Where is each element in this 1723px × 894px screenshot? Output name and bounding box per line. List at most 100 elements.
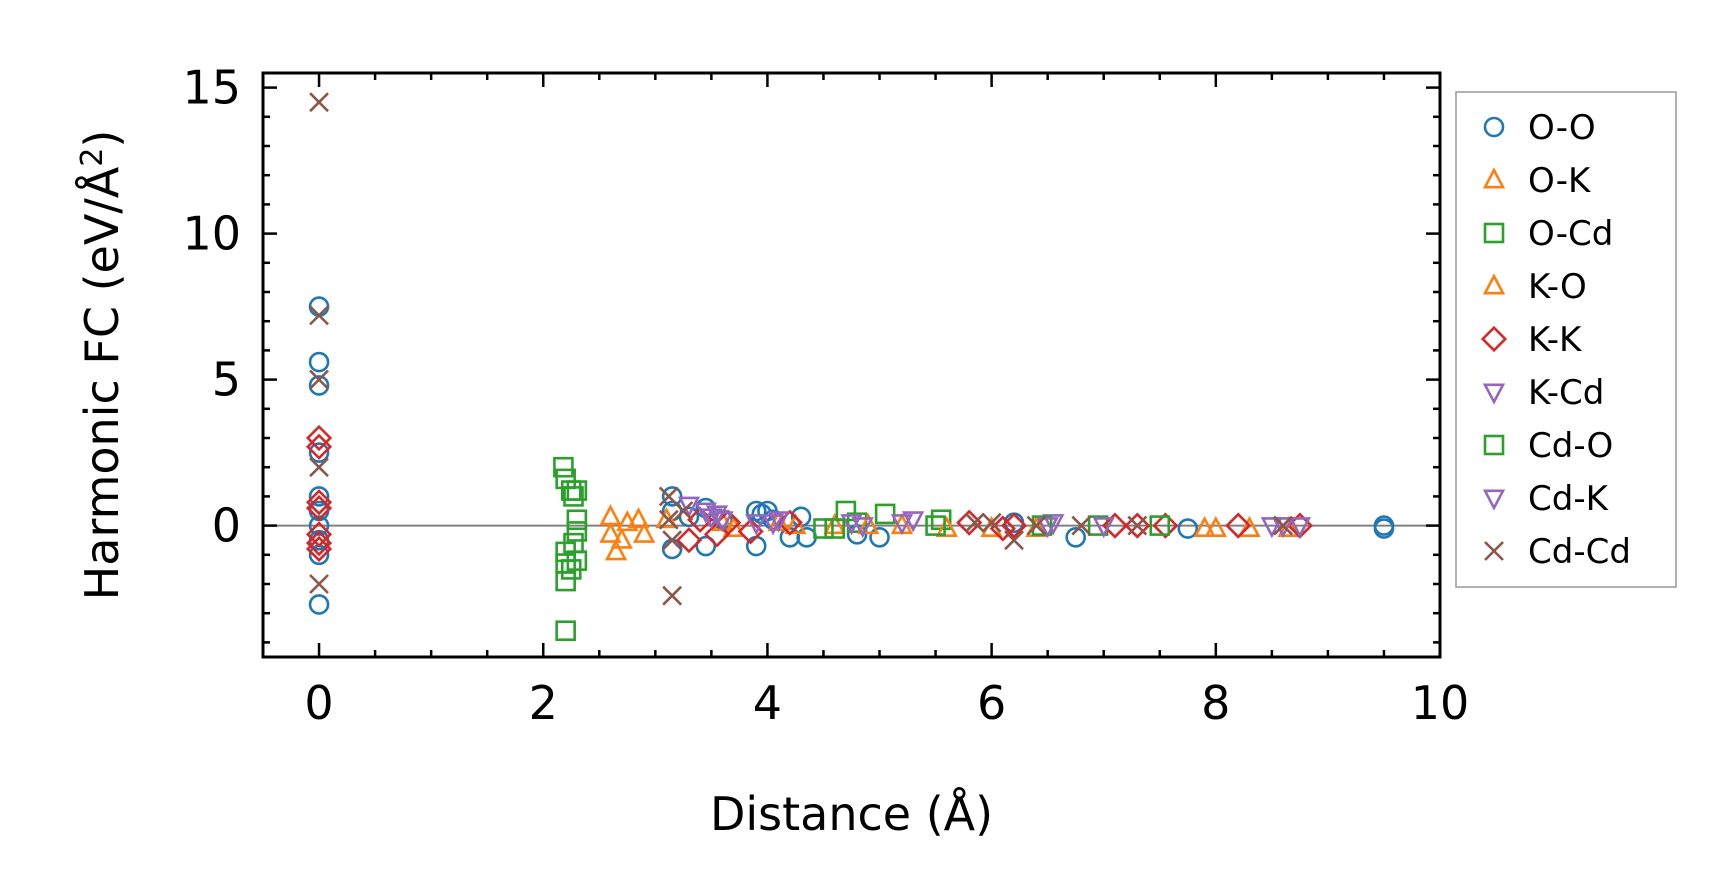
legend-entry: Cd-O — [1483, 426, 1613, 466]
series-o-cd — [553, 456, 1109, 642]
data-point — [869, 526, 890, 548]
data-point — [956, 509, 983, 536]
data-point — [851, 517, 874, 539]
data-point — [604, 539, 628, 561]
data-point — [1149, 515, 1171, 536]
data-point — [308, 594, 330, 615]
data-point — [1273, 515, 1293, 536]
data-point — [555, 570, 576, 592]
data-point — [1124, 512, 1151, 539]
data-point — [677, 496, 701, 518]
legend-entry: O-O — [1483, 108, 1596, 148]
legend-entry: Cd-K — [1482, 479, 1610, 519]
series-o-k — [599, 504, 1261, 561]
data-point — [981, 512, 1002, 533]
data-point — [1036, 517, 1059, 539]
data-point — [566, 509, 588, 531]
data-point — [1071, 515, 1092, 536]
data-point — [553, 456, 574, 478]
data-point — [309, 305, 329, 326]
data-point — [824, 518, 845, 539]
data-point — [1271, 517, 1295, 539]
data-point — [675, 527, 703, 554]
data-point — [1004, 530, 1024, 551]
data-point — [1260, 517, 1284, 539]
data-point — [1000, 512, 1028, 539]
data-point — [1238, 515, 1261, 538]
legend-entry: O-K — [1482, 161, 1592, 201]
series-k-k — [305, 424, 1313, 563]
data-point — [761, 514, 785, 536]
data-point — [627, 507, 650, 529]
x-tick-label: 6 — [977, 676, 1006, 730]
data-point — [935, 515, 958, 538]
y-tick-label: 5 — [212, 353, 241, 407]
data-point — [305, 521, 333, 548]
data-point — [874, 503, 896, 525]
data-point — [1177, 518, 1199, 539]
data-point — [813, 518, 834, 539]
data-point — [1101, 512, 1129, 539]
legend-entry: K-Cd — [1482, 373, 1604, 413]
data-point — [658, 509, 679, 530]
data-point — [662, 530, 683, 551]
legend-marker — [1483, 222, 1505, 244]
legend-label: Cd-K — [1528, 479, 1610, 519]
legend-marker — [1483, 116, 1505, 138]
legend-entry: Cd-Cd — [1484, 532, 1631, 572]
legend-entry: O-Cd — [1483, 214, 1613, 254]
data-point — [1087, 515, 1109, 536]
legend-label: Cd-Cd — [1528, 532, 1631, 572]
series-cd-o — [824, 515, 1171, 539]
data-point — [566, 521, 588, 542]
data-point — [722, 515, 745, 538]
x-tick-label: 8 — [1201, 676, 1230, 730]
x-tick-label: 4 — [753, 676, 782, 730]
data-point — [1127, 515, 1148, 536]
data-point — [1092, 517, 1115, 539]
data-point — [823, 512, 846, 535]
data-point — [599, 521, 622, 543]
legend-entry: K-O — [1482, 267, 1587, 307]
legend-label: O-Cd — [1528, 214, 1613, 254]
series-cd-cd — [309, 92, 1293, 606]
legend-marker — [1482, 383, 1506, 405]
data-point — [1065, 526, 1086, 548]
legend-marker — [1480, 325, 1508, 353]
data-point — [1373, 518, 1395, 539]
y-axis-label-superscript: 2 — [75, 148, 110, 167]
data-point — [305, 494, 333, 522]
data-point — [309, 574, 329, 594]
data-point — [767, 511, 790, 533]
legend-label: K-K — [1528, 320, 1583, 360]
x-tick-label: 0 — [304, 676, 333, 730]
data-point — [1288, 517, 1312, 539]
data-point — [563, 486, 584, 507]
data-point — [305, 530, 333, 557]
data-point — [776, 509, 803, 536]
legend-label: O-K — [1528, 161, 1592, 201]
data-point — [1026, 515, 1047, 536]
legend-marker — [1482, 167, 1506, 189]
plot-area-frame — [261, 71, 1442, 659]
x-tick-label: 10 — [1411, 676, 1470, 730]
data-point — [632, 521, 656, 543]
data-point — [890, 514, 914, 536]
data-point — [308, 442, 330, 463]
x-tick-label: 2 — [529, 676, 558, 730]
data-point — [309, 369, 329, 390]
legend-entry: K-K — [1480, 320, 1583, 360]
series-cd-k — [705, 505, 1284, 539]
data-point — [1031, 515, 1053, 536]
data-point — [705, 505, 729, 527]
data-point — [566, 550, 588, 571]
data-point — [673, 501, 694, 521]
legend-marker — [1483, 434, 1505, 456]
data-point — [610, 527, 633, 549]
legend-marker — [1484, 541, 1504, 561]
y-axis-label-suffix: ) — [75, 130, 129, 148]
legend-label: K-O — [1528, 267, 1587, 307]
data-marks — [305, 92, 1395, 642]
data-point — [964, 512, 985, 533]
